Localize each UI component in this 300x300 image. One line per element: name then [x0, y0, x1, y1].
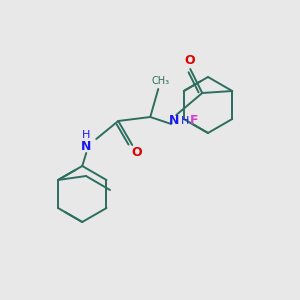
Text: H: H — [181, 116, 189, 126]
Text: N: N — [81, 140, 92, 152]
Text: H: H — [82, 130, 90, 140]
Text: O: O — [131, 146, 142, 160]
Text: CH₃: CH₃ — [151, 76, 169, 86]
Text: F: F — [190, 115, 198, 128]
Text: O: O — [184, 53, 195, 67]
Text: N: N — [169, 115, 179, 128]
